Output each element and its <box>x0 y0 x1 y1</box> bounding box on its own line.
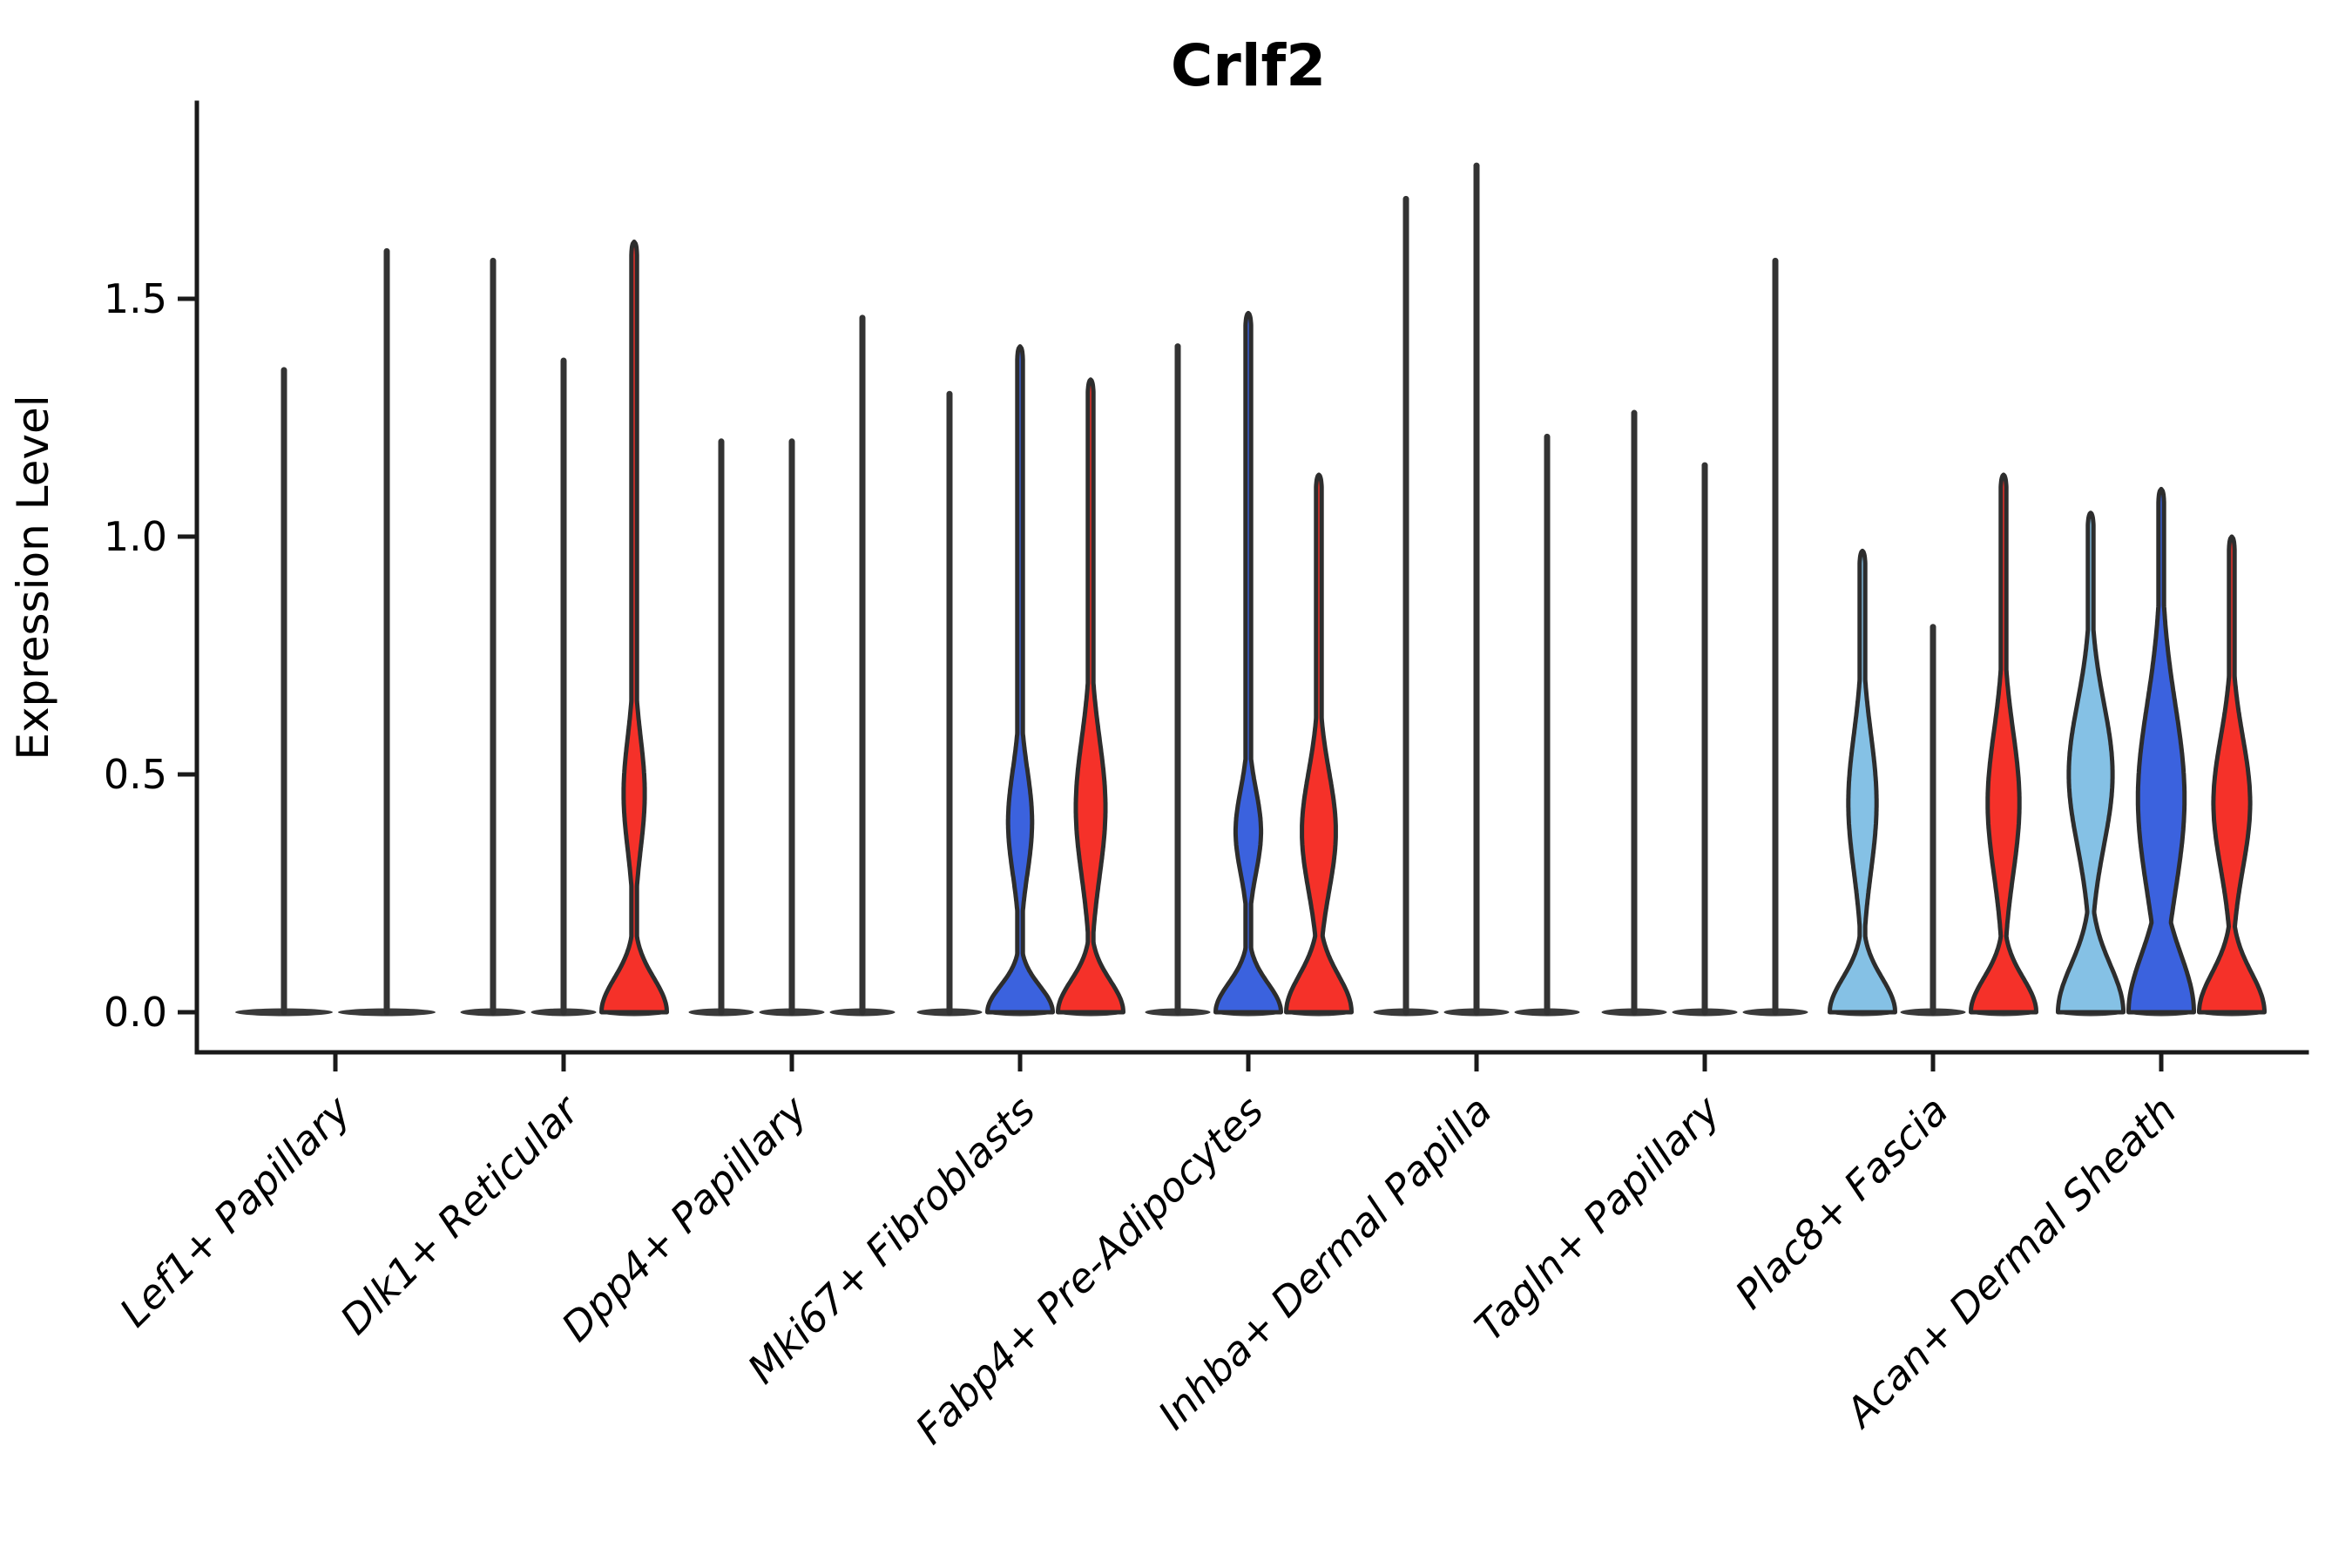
violin-red <box>1969 472 2038 1015</box>
y-tick-label: 1.5 <box>104 275 167 322</box>
y-axis-ticks: 0.0 0.5 1.0 1.5 <box>104 275 197 1036</box>
violin-red <box>2197 534 2267 1015</box>
violin-lightblue <box>1828 548 1897 1015</box>
violins-layer <box>235 162 2267 1017</box>
violin-red <box>599 240 669 1015</box>
x-tick-label: Tagln+ Papillary <box>1465 1086 1729 1350</box>
y-tick-label: 1.0 <box>104 513 167 560</box>
violin-blue <box>985 344 1055 1015</box>
x-tick-label: Dlk1+ Reticular <box>331 1085 590 1343</box>
plot-title: Crlf2 <box>1171 32 1326 99</box>
y-tick-label: 0.5 <box>104 751 167 798</box>
x-tick-label: Dpp4+ Papillary <box>552 1086 816 1350</box>
violin-lightblue <box>2056 510 2126 1015</box>
x-tick-label: Plac8+ Fascia <box>1726 1087 1957 1318</box>
violin-red <box>1284 472 1354 1015</box>
y-tick-label: 0.0 <box>104 989 167 1036</box>
violin-blue <box>1213 310 1283 1015</box>
x-tick-label: Lef1+ Papillary <box>111 1086 360 1335</box>
y-axis-label: Expression Level <box>8 395 58 760</box>
violin-blue <box>2126 486 2196 1015</box>
violin-red <box>1056 377 1125 1015</box>
